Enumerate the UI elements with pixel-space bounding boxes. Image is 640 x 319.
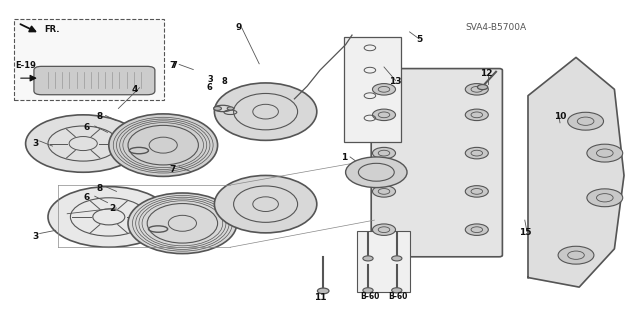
- Circle shape: [48, 187, 170, 247]
- Circle shape: [587, 144, 623, 162]
- Ellipse shape: [214, 175, 317, 233]
- Text: 13: 13: [389, 77, 402, 86]
- Circle shape: [227, 107, 234, 110]
- Text: 9: 9: [236, 23, 242, 32]
- Text: 2: 2: [109, 204, 115, 213]
- Circle shape: [465, 147, 488, 159]
- Text: 7: 7: [170, 165, 176, 174]
- Text: SVA4-B5700A: SVA4-B5700A: [465, 23, 527, 32]
- Text: 6: 6: [207, 83, 213, 92]
- Circle shape: [346, 157, 407, 188]
- Circle shape: [568, 112, 604, 130]
- Circle shape: [372, 147, 396, 159]
- Text: 3: 3: [32, 139, 38, 148]
- FancyBboxPatch shape: [371, 69, 502, 257]
- Circle shape: [587, 189, 623, 207]
- Text: 11: 11: [314, 293, 326, 302]
- Text: 1: 1: [340, 153, 347, 162]
- Text: B-60: B-60: [360, 292, 380, 300]
- Circle shape: [317, 288, 329, 294]
- Bar: [344, 37, 401, 142]
- Text: E-19: E-19: [15, 61, 36, 70]
- Ellipse shape: [109, 114, 218, 176]
- Circle shape: [465, 186, 488, 197]
- Circle shape: [372, 224, 396, 235]
- Text: 8: 8: [221, 77, 227, 86]
- Text: 5: 5: [416, 35, 422, 44]
- Text: 6: 6: [83, 193, 90, 202]
- Text: 6: 6: [83, 123, 90, 132]
- Text: FR.: FR.: [45, 25, 60, 34]
- Circle shape: [558, 246, 594, 264]
- Circle shape: [26, 115, 141, 172]
- FancyBboxPatch shape: [34, 66, 155, 95]
- Text: 8: 8: [96, 112, 102, 121]
- Circle shape: [363, 256, 373, 261]
- Circle shape: [465, 224, 488, 235]
- Circle shape: [372, 84, 396, 95]
- Circle shape: [465, 84, 488, 95]
- Text: 10: 10: [554, 112, 566, 121]
- Text: 3: 3: [32, 232, 38, 241]
- Text: 7: 7: [172, 61, 177, 70]
- Circle shape: [372, 186, 396, 197]
- Bar: [357, 231, 410, 292]
- Ellipse shape: [214, 83, 317, 140]
- Text: 7: 7: [170, 61, 176, 70]
- Text: 15: 15: [518, 228, 531, 237]
- Circle shape: [214, 107, 221, 110]
- Circle shape: [392, 256, 402, 261]
- Circle shape: [477, 85, 488, 90]
- Circle shape: [465, 109, 488, 121]
- Ellipse shape: [128, 193, 237, 254]
- Circle shape: [392, 288, 402, 293]
- Polygon shape: [528, 57, 624, 287]
- Text: 12: 12: [480, 69, 493, 78]
- Circle shape: [363, 288, 373, 293]
- Text: 8: 8: [96, 184, 102, 193]
- Text: 4: 4: [131, 85, 138, 94]
- Text: 3: 3: [207, 75, 212, 84]
- Circle shape: [372, 109, 396, 121]
- Text: B-60: B-60: [388, 292, 408, 300]
- Bar: [14, 19, 164, 100]
